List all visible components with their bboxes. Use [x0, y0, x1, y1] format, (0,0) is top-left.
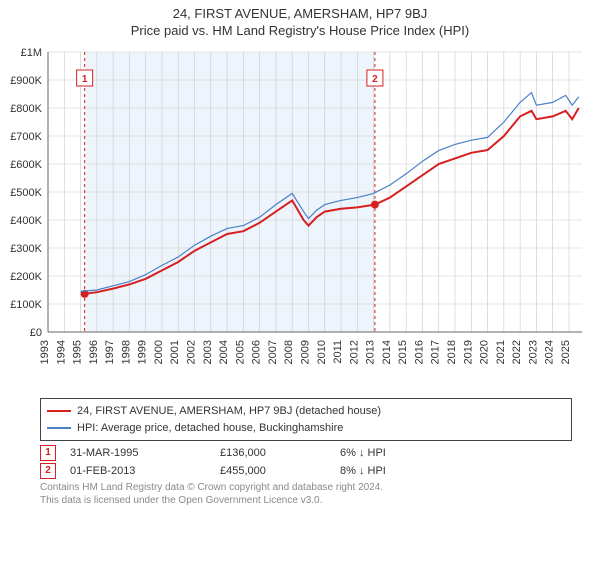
svg-text:2012: 2012 [348, 340, 360, 364]
svg-text:2004: 2004 [218, 340, 230, 364]
sale-row: 1 31-MAR-1995£136,0006% ↓ HPI [40, 445, 572, 461]
svg-text:1999: 1999 [137, 340, 149, 364]
svg-text:2021: 2021 [495, 340, 507, 364]
svg-text:£200K: £200K [10, 271, 42, 283]
svg-text:2023: 2023 [527, 340, 539, 364]
svg-text:£900K: £900K [10, 75, 42, 87]
svg-text:£600K: £600K [10, 159, 42, 171]
svg-text:2000: 2000 [153, 340, 165, 364]
svg-text:2011: 2011 [332, 340, 344, 364]
svg-text:£400K: £400K [10, 215, 42, 227]
svg-text:£1M: £1M [21, 47, 42, 59]
chart-title: 24, FIRST AVENUE, AMERSHAM, HP7 9BJ [0, 6, 600, 21]
svg-text:2009: 2009 [299, 340, 311, 364]
svg-text:2008: 2008 [283, 340, 295, 364]
sale-badge: 2 [40, 463, 56, 479]
legend-swatch [47, 427, 71, 429]
sale-date: 01-FEB-2013 [70, 465, 220, 477]
chart-area: £0 £100K £200K £300K £400K £500K £600K £700K £80… [0, 42, 600, 392]
svg-text:1998: 1998 [120, 340, 132, 364]
sale-badge: 1 [40, 445, 56, 461]
legend-label: HPI: Average price, detached house, Buck… [77, 420, 343, 437]
svg-text:2025: 2025 [560, 340, 572, 364]
sale-price: £455,000 [220, 465, 340, 477]
sale-hpi: 6% ↓ HPI [340, 447, 386, 459]
sales-table: 1 31-MAR-1995£136,0006% ↓ HPI 2 01-FEB-2013… [40, 445, 572, 479]
legend-box: 24, FIRST AVENUE, AMERSHAM, HP7 9BJ (det… [40, 398, 572, 441]
svg-text:1997: 1997 [104, 340, 116, 364]
line-chart-svg: £0 £100K £200K £300K £400K £500K £600K £700K £80… [0, 42, 600, 392]
svg-text:1994: 1994 [55, 340, 67, 364]
svg-text:2019: 2019 [462, 340, 474, 364]
svg-text:2013: 2013 [365, 340, 377, 364]
svg-text:2007: 2007 [267, 340, 279, 364]
svg-text:£500K: £500K [10, 187, 42, 199]
svg-text:2024: 2024 [544, 340, 556, 364]
sale-price: £136,000 [220, 447, 340, 459]
sale-hpi: 8% ↓ HPI [340, 465, 386, 477]
svg-text:1995: 1995 [72, 340, 84, 364]
attribution-line2: This data is licensed under the Open Gov… [40, 494, 572, 507]
svg-text:£700K: £700K [10, 131, 42, 143]
attribution-text: Contains HM Land Registry data © Crown c… [40, 481, 572, 507]
svg-text:2003: 2003 [202, 340, 214, 364]
legend-label: 24, FIRST AVENUE, AMERSHAM, HP7 9BJ (det… [77, 403, 381, 420]
svg-text:2005: 2005 [234, 340, 246, 364]
svg-text:2010: 2010 [316, 340, 328, 364]
legend-row: 24, FIRST AVENUE, AMERSHAM, HP7 9BJ (det… [47, 403, 565, 420]
svg-text:2020: 2020 [479, 340, 491, 364]
svg-text:£300K: £300K [10, 243, 42, 255]
svg-text:2001: 2001 [169, 340, 181, 364]
svg-text:2006: 2006 [251, 340, 263, 364]
legend-row: HPI: Average price, detached house, Buck… [47, 420, 565, 437]
svg-text:1993: 1993 [39, 340, 51, 364]
sale-row: 2 01-FEB-2013£455,0008% ↓ HPI [40, 463, 572, 479]
svg-text:2017: 2017 [430, 340, 442, 364]
svg-text:£100K: £100K [10, 299, 42, 311]
svg-text:2: 2 [372, 74, 378, 85]
svg-text:2022: 2022 [511, 340, 523, 364]
legend-swatch [47, 410, 71, 412]
svg-text:2018: 2018 [446, 340, 458, 364]
svg-text:1996: 1996 [88, 340, 100, 364]
svg-text:2014: 2014 [381, 340, 393, 364]
attribution-line1: Contains HM Land Registry data © Crown c… [40, 481, 572, 494]
svg-text:2015: 2015 [397, 340, 409, 364]
sale-date: 31-MAR-1995 [70, 447, 220, 459]
chart-subtitle: Price paid vs. HM Land Registry's House … [0, 23, 600, 38]
svg-text:£800K: £800K [10, 103, 42, 115]
svg-text:£0: £0 [30, 327, 42, 339]
svg-text:1: 1 [82, 74, 88, 85]
svg-text:2002: 2002 [186, 340, 198, 364]
svg-text:2016: 2016 [413, 340, 425, 364]
